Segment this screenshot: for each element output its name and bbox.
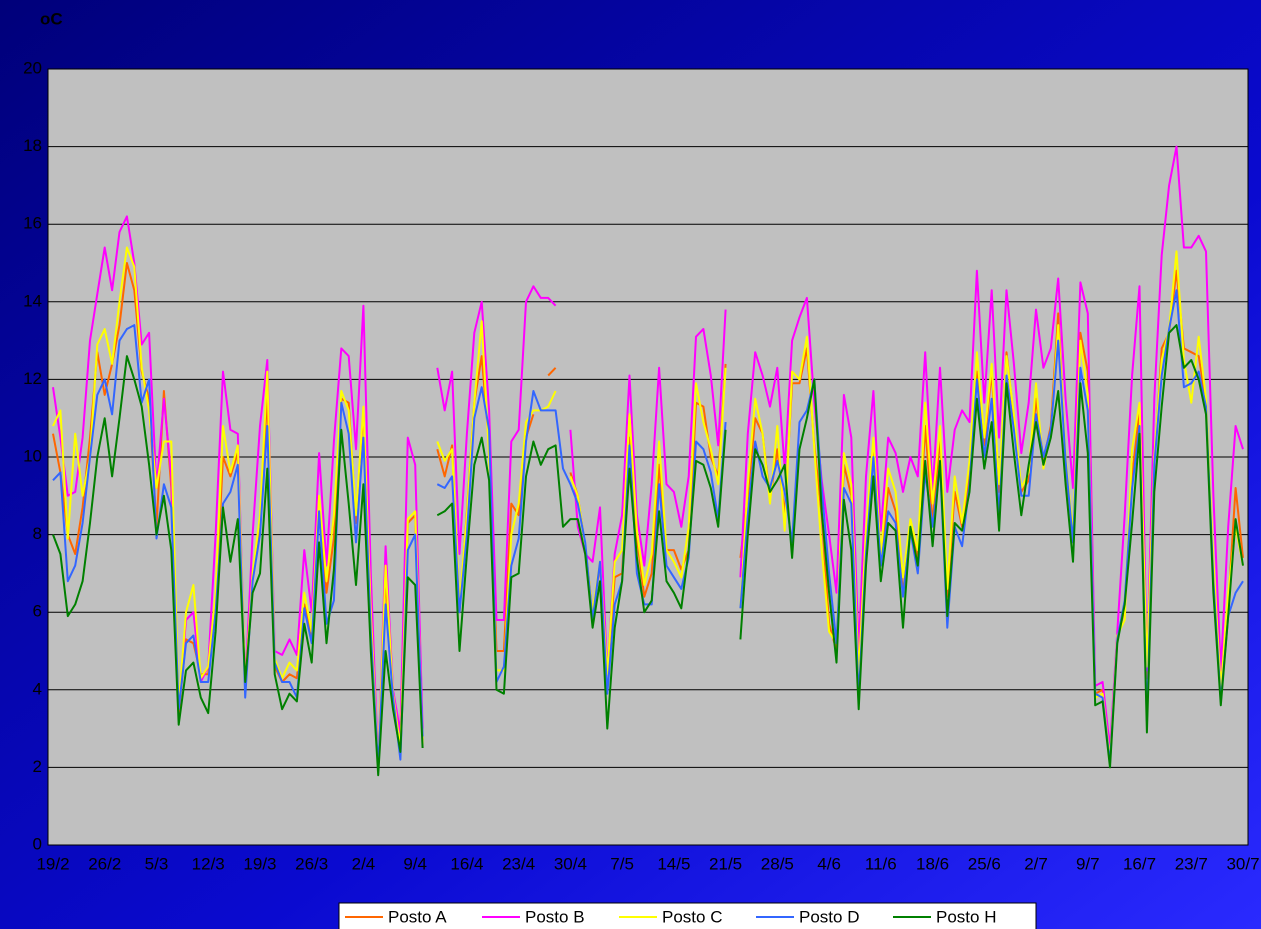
y-tick-label: 8 [33, 524, 42, 543]
y-tick-label: 0 [33, 834, 42, 853]
x-tick-label: 9/7 [1076, 854, 1100, 873]
y-tick-label: 20 [23, 58, 42, 77]
x-tick-label: 30/4 [554, 854, 587, 873]
series-line [52, 324, 1244, 777]
x-tick-label: 5/3 [145, 854, 169, 873]
x-tick-label: 25/6 [968, 854, 1001, 873]
x-tick-label: 30/7 [1226, 854, 1259, 873]
x-tick-label: 16/7 [1123, 854, 1156, 873]
x-tick-label: 9/4 [403, 854, 427, 873]
x-tick-label: 19/2 [36, 854, 69, 873]
x-tick-label: 23/7 [1175, 854, 1208, 873]
y-tick-label: 2 [33, 757, 42, 776]
y-tick-label: 16 [23, 214, 42, 233]
series-line [52, 145, 1244, 769]
x-tick-label: 4/6 [817, 854, 841, 873]
y-tick-label: 4 [33, 679, 42, 698]
x-tick-label: 7/5 [610, 854, 634, 873]
y-axis-label: oC [40, 9, 63, 28]
legend-label: Posto A [388, 907, 447, 926]
x-tick-label: 18/6 [916, 854, 949, 873]
legend-label: Posto H [936, 907, 996, 926]
legend-label: Posto B [525, 907, 585, 926]
x-tick-label: 11/6 [865, 854, 897, 873]
y-tick-label: 14 [23, 291, 42, 310]
x-tick-label: 26/3 [295, 854, 328, 873]
x-tick-label: 19/3 [243, 854, 276, 873]
x-tick-label: 2/4 [352, 854, 376, 873]
x-tick-label: 12/3 [192, 854, 225, 873]
y-tick-label: 18 [23, 136, 42, 155]
legend-label: Posto C [662, 907, 722, 926]
legend-label: Posto D [799, 907, 859, 926]
y-tick-label: 12 [23, 369, 42, 388]
x-tick-label: 14/5 [657, 854, 690, 873]
series-line [52, 289, 1244, 769]
y-tick-label: 6 [33, 602, 42, 621]
x-tick-label: 21/5 [709, 854, 742, 873]
x-tick-label: 2/7 [1024, 854, 1048, 873]
x-tick-label: 28/5 [761, 854, 794, 873]
x-tick-label: 26/2 [88, 854, 121, 873]
y-tick-label: 10 [23, 446, 42, 465]
x-tick-label: 16/4 [450, 854, 483, 873]
x-tick-label: 23/4 [502, 854, 535, 873]
